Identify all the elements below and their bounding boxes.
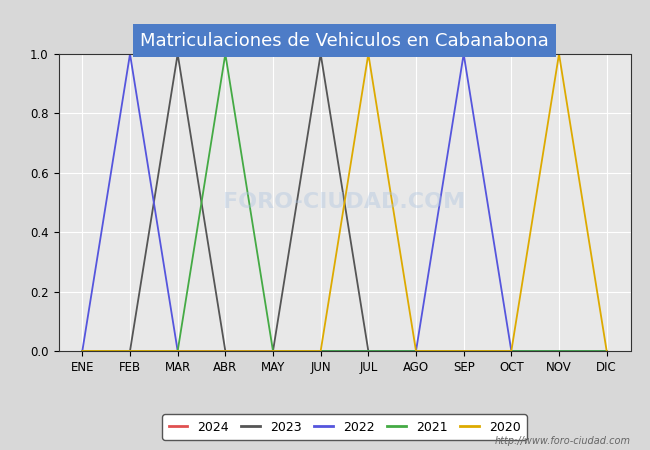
Text: http://www.foro-ciudad.com: http://www.foro-ciudad.com: [495, 436, 630, 446]
Legend: 2024, 2023, 2022, 2021, 2020: 2024, 2023, 2022, 2021, 2020: [162, 414, 526, 440]
Title: Matriculaciones de Vehiculos en Cabanabona: Matriculaciones de Vehiculos en Cabanabo…: [140, 32, 549, 50]
Text: FORO-CIUDAD.COM: FORO-CIUDAD.COM: [224, 193, 465, 212]
